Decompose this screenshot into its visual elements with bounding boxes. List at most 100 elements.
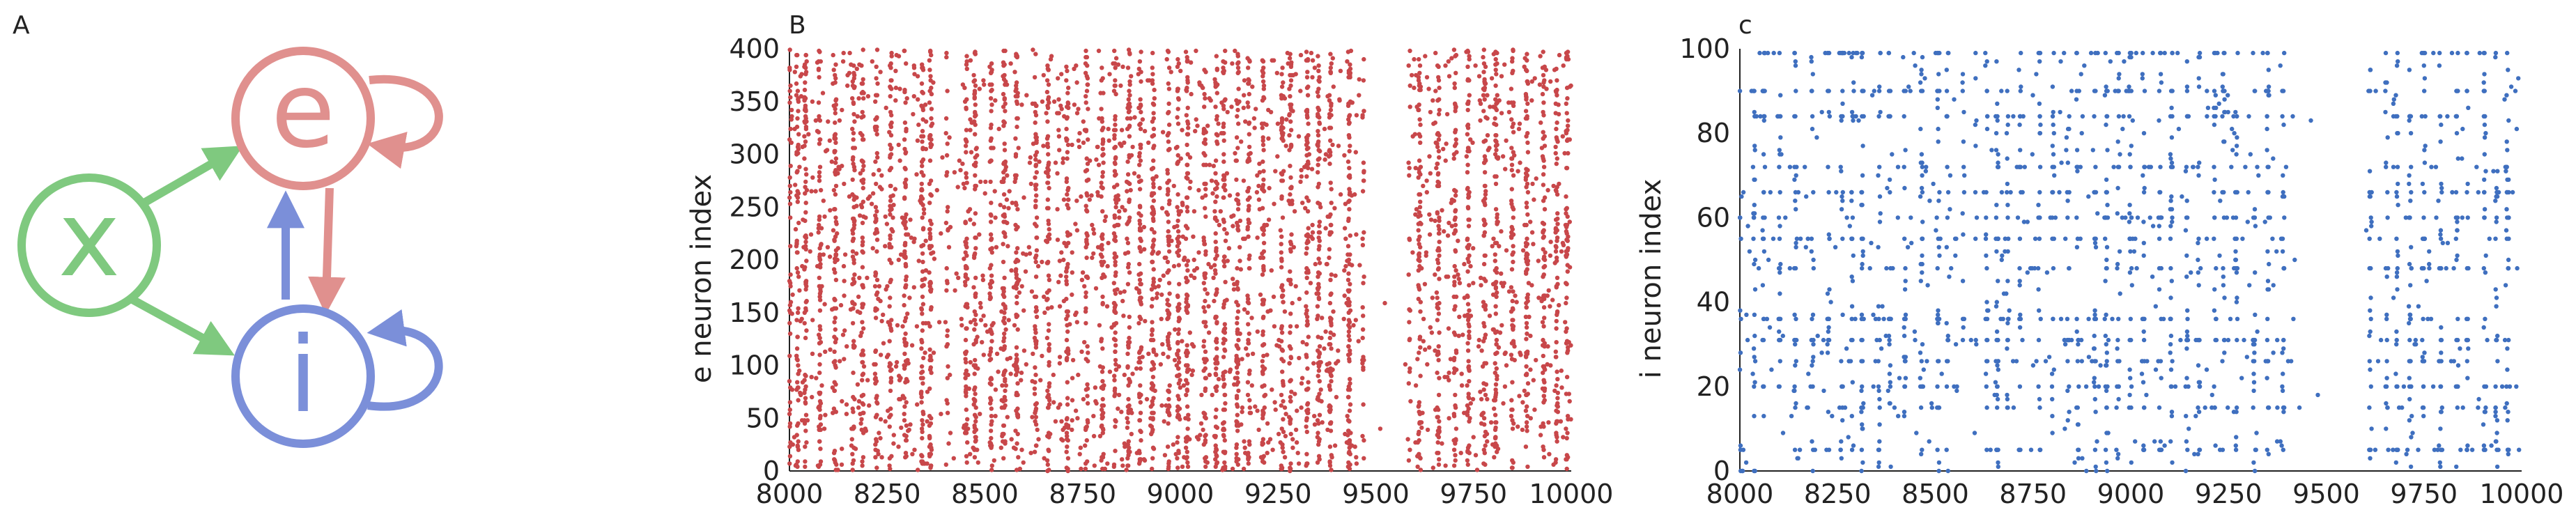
spike-dot — [1491, 398, 1497, 403]
spike-dot — [1100, 302, 1105, 307]
spike-dot — [873, 376, 878, 380]
spike-dot — [1316, 314, 1320, 318]
spike-dot — [874, 64, 879, 70]
spike-dot — [1509, 86, 1514, 91]
spike-dot — [852, 272, 857, 277]
spike-dot — [973, 438, 978, 443]
spike-dot — [1176, 61, 1182, 66]
spike-dot — [802, 390, 807, 396]
spike-dot — [1235, 376, 1240, 380]
spike-dot — [795, 443, 800, 448]
spike-dot — [1247, 144, 1252, 150]
spike-dot — [803, 459, 808, 464]
spike-dot — [920, 139, 925, 144]
spike-dot — [1053, 419, 1058, 424]
spike-dot — [1467, 329, 1472, 334]
spike-dot — [1119, 127, 1125, 132]
spike-dot — [1542, 398, 1547, 403]
spike-dot — [1015, 116, 1020, 121]
spike-dot — [1417, 81, 1422, 86]
spike-dot — [1002, 335, 1007, 341]
spike-dot — [1033, 415, 1039, 419]
spike-dot — [1524, 167, 1529, 171]
spike-dot — [887, 424, 893, 429]
spike-dot — [1424, 75, 1430, 80]
spike-dot — [1002, 275, 1007, 280]
spike-dot — [1341, 316, 1346, 321]
spike-dot — [1236, 228, 1241, 233]
spike-dot — [1428, 217, 1434, 222]
spike-dot — [1172, 224, 1177, 230]
spike-dot — [851, 205, 856, 210]
spike-dot — [1553, 249, 1559, 254]
spike-dot — [928, 279, 933, 284]
spike-dot — [1440, 208, 1444, 212]
spike-dot — [888, 236, 893, 241]
spike-dot — [1033, 341, 1039, 346]
spike-dot — [1017, 466, 1023, 472]
spike-dot — [1189, 91, 1194, 97]
spike-dot — [932, 256, 937, 261]
spike-dot — [1015, 91, 1020, 95]
spike-dot — [1437, 133, 1442, 138]
spike-dot — [817, 362, 822, 367]
spike-dot — [1306, 199, 1311, 203]
spike-dot — [818, 340, 824, 345]
spike-dot — [1214, 355, 1219, 359]
spike-dot — [1091, 433, 1097, 439]
spike-dot — [1166, 178, 1172, 183]
spike-dot — [1506, 109, 1512, 115]
spike-dot — [1247, 265, 1252, 271]
spike-dot — [1117, 215, 1122, 220]
spike-dot — [1126, 383, 1131, 388]
spike-dot — [1078, 445, 1083, 450]
spike-dot — [988, 158, 994, 163]
spike-dot — [1347, 438, 1352, 443]
spike-dot — [1202, 68, 1207, 72]
spike-dot — [1028, 181, 1034, 187]
spike-dot — [860, 351, 865, 356]
spike-dot — [896, 54, 902, 59]
spike-dot — [964, 59, 969, 64]
spike-dot — [1045, 180, 1051, 185]
spike-dot — [1051, 99, 1057, 104]
spike-dot — [1213, 171, 1218, 176]
spike-dot — [888, 94, 893, 99]
spike-dot — [1525, 267, 1529, 272]
spike-dot — [1564, 295, 1569, 300]
spike-dot — [1483, 196, 1488, 201]
spike-dot — [1331, 84, 1336, 89]
spike-dot — [1451, 330, 1457, 335]
spike-dot — [1150, 359, 1155, 365]
spike-dot — [1221, 103, 1226, 108]
spike-dot — [1542, 207, 1548, 212]
spike-dot — [1462, 410, 1467, 415]
spike-dot — [1203, 320, 1208, 325]
spike-dot — [1306, 121, 1311, 126]
spike-dot — [1091, 231, 1097, 236]
spike-dot — [1311, 361, 1316, 366]
spike-dot — [1316, 334, 1320, 339]
spike-dot — [881, 312, 886, 317]
spike-dot — [944, 265, 949, 271]
spike-dot — [1033, 443, 1039, 448]
spike-dot — [963, 357, 968, 362]
spike-dot — [874, 47, 880, 52]
spike-dot — [994, 351, 1000, 356]
spike-dot — [1062, 114, 1067, 119]
spike-dot — [920, 129, 925, 134]
spike-dot — [1149, 332, 1155, 337]
spike-dot — [860, 265, 865, 270]
spike-dot — [1111, 281, 1117, 286]
spike-dot — [857, 62, 862, 67]
spike-dot — [1113, 238, 1118, 243]
spike-dot — [919, 103, 924, 108]
spike-dot — [1176, 212, 1182, 217]
spike-dot — [1418, 213, 1423, 218]
spike-dot — [1015, 101, 1020, 106]
spike-dot — [939, 412, 943, 417]
spike-dot — [1125, 420, 1130, 425]
spike-dot — [1203, 96, 1208, 101]
x-tick-label: 8000 — [756, 479, 824, 509]
spike-dot — [1033, 203, 1038, 208]
